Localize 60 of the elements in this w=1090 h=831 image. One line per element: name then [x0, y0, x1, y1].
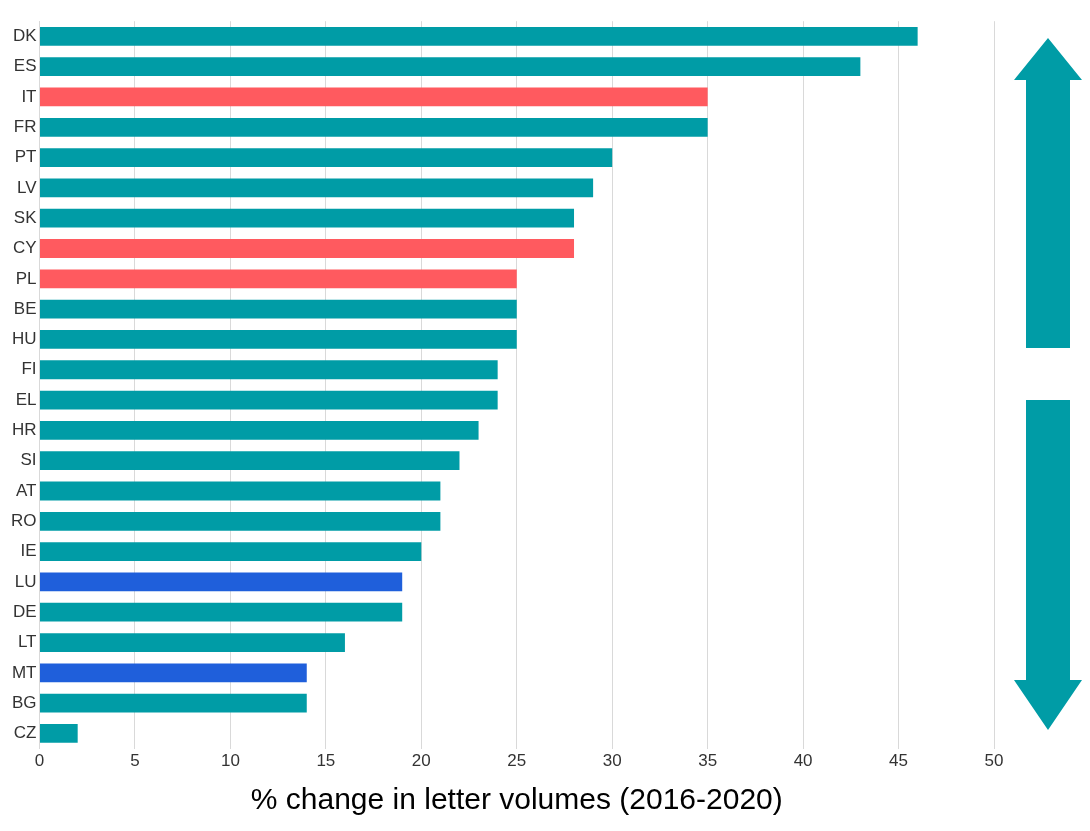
- x-tick-label: 40: [793, 751, 813, 771]
- bar: [40, 602, 403, 622]
- x-tick-label: 20: [411, 751, 431, 771]
- y-tick-label: DE: [12, 601, 37, 621]
- bar: [40, 693, 307, 713]
- x-tick-label: 35: [698, 751, 718, 771]
- bar: [40, 208, 575, 228]
- y-tick-label: FR: [13, 116, 37, 136]
- bar: [40, 390, 498, 410]
- x-axis-title: % change in letter volumes (2016-2020): [250, 782, 783, 816]
- y-tick-label: IT: [21, 86, 37, 106]
- y-tick-label: SI: [20, 450, 37, 470]
- x-tick-label: 15: [316, 751, 336, 771]
- y-tick-label: LU: [14, 571, 37, 591]
- y-tick-label: AT: [16, 480, 37, 500]
- bar: [40, 148, 613, 167]
- y-tick-label: LT: [17, 632, 37, 652]
- bar: [40, 26, 918, 46]
- bar: [40, 360, 498, 380]
- y-tick-label: MT: [11, 662, 37, 682]
- y-tick-label: IE: [20, 541, 37, 561]
- bar: [40, 481, 441, 501]
- y-tick-label: HR: [11, 420, 37, 440]
- y-tick-label: BE: [13, 298, 37, 318]
- bar: [40, 269, 517, 289]
- bar: [40, 724, 78, 743]
- bar: [40, 572, 403, 592]
- y-tick-label: CY: [12, 238, 37, 258]
- y-tick-label: LV: [16, 177, 38, 197]
- bar: [40, 299, 517, 319]
- y-tick-label: RO: [11, 510, 37, 530]
- x-tick-label: 10: [220, 751, 240, 771]
- bar: [40, 542, 422, 561]
- y-tick-label: FI: [21, 359, 37, 379]
- y-tick-label: CZ: [13, 723, 37, 743]
- bar: [40, 239, 575, 258]
- bar: [40, 178, 594, 198]
- x-tick-label: 0: [34, 751, 45, 771]
- y-tick-label: SK: [13, 207, 38, 227]
- bar: [40, 330, 517, 349]
- bar: [40, 511, 441, 531]
- x-tick-label: 30: [602, 751, 622, 771]
- y-tick-label: ES: [13, 56, 37, 76]
- y-tick-label: PT: [14, 147, 37, 167]
- x-tick-label: 50: [984, 751, 1004, 771]
- y-tick-label: EL: [15, 389, 37, 409]
- bar: [40, 87, 708, 107]
- bar: [40, 663, 307, 683]
- bar: [40, 57, 861, 77]
- bar: [40, 451, 460, 471]
- bar: [40, 420, 479, 440]
- y-tick-label: BG: [11, 692, 37, 712]
- y-tick-label: HU: [11, 329, 37, 349]
- x-tick-label: 25: [507, 751, 527, 771]
- bar: [40, 117, 708, 137]
- x-tick-label: 45: [889, 751, 909, 771]
- y-tick-label: DK: [12, 26, 38, 46]
- bar: [40, 633, 345, 652]
- x-tick-label: 5: [130, 751, 140, 771]
- y-tick-label: PL: [15, 268, 37, 288]
